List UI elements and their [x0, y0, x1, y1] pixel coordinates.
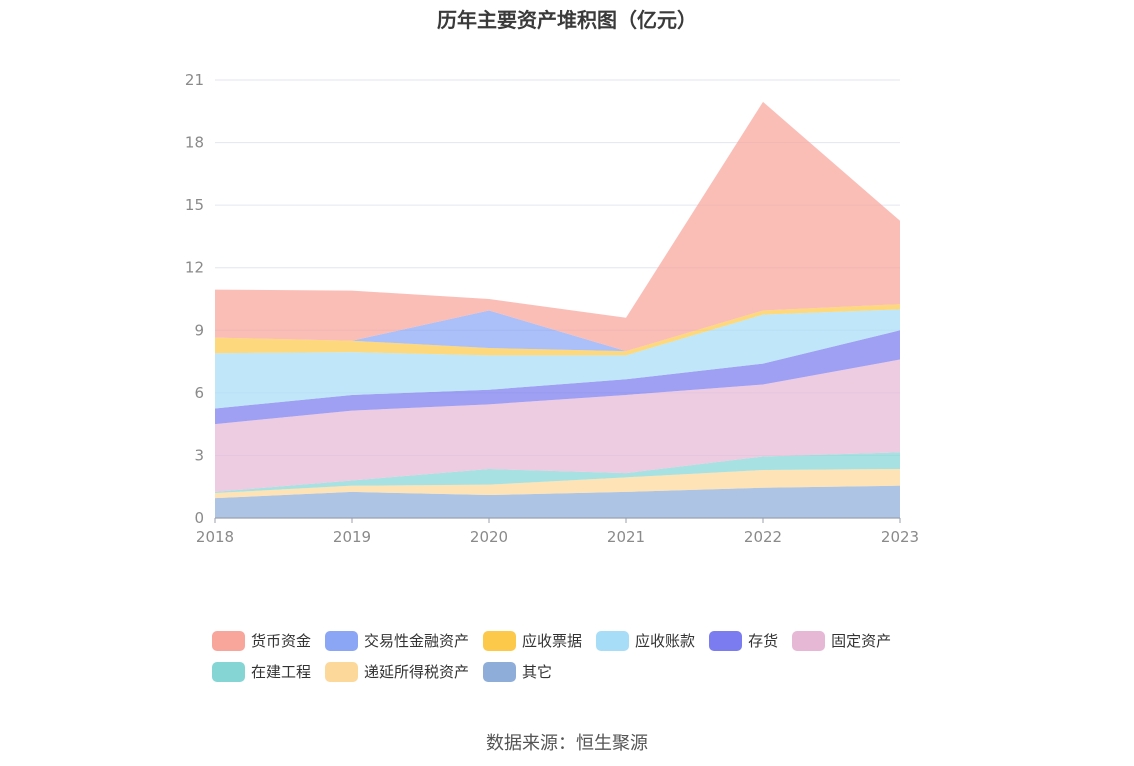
- legend-label: 应收账款: [635, 632, 696, 650]
- legend-swatch: [483, 630, 517, 651]
- y-tick-label: 3: [194, 446, 204, 464]
- area-固定资产[interactable]: [215, 359, 900, 492]
- legend-item-货币资金[interactable]: 货币资金: [212, 630, 311, 651]
- legend-swatch: [212, 630, 245, 651]
- legend-swatch: [792, 630, 826, 651]
- legend-swatch: [212, 661, 245, 682]
- stacked-area-chart: 0 3 6 9 12 15 18 21 2018 2019 2020 2021 2022 2023: [185, 71, 919, 546]
- legend-item-应收票据[interactable]: 应收票据: [483, 630, 582, 651]
- legend-item-其它[interactable]: 其它: [483, 661, 552, 682]
- legend-label: 固定资产: [831, 632, 892, 650]
- legend: 货币资金 交易性金融资产 应收票据 应收账款 存货 固定资产 在建工程 递延所得…: [212, 630, 952, 682]
- legend-swatch: [596, 630, 630, 651]
- y-tick-label: 21: [185, 71, 204, 89]
- legend-label: 应收票据: [522, 632, 583, 650]
- x-tick-label: 2023: [881, 528, 919, 546]
- legend-label: 在建工程: [251, 663, 312, 681]
- axes: 0 3 6 9 12 15 18 21 2018 2019 2020 2021 2022 2023: [185, 71, 919, 546]
- legend-label: 存货: [748, 632, 779, 650]
- x-tick-label: 2020: [470, 528, 508, 546]
- x-tick-label: 2018: [196, 528, 234, 546]
- legend-label: 其它: [522, 663, 553, 681]
- area-交易性金融资产[interactable]: [215, 304, 900, 352]
- legend-label: 递延所得税资产: [364, 663, 470, 681]
- x-tick-label: 2019: [333, 528, 371, 546]
- y-tick-label: 9: [194, 321, 204, 339]
- y-tick-label: 15: [185, 196, 204, 214]
- area-应收账款[interactable]: [215, 309, 900, 409]
- chart-title: 历年主要资产堆积图（亿元）: [437, 8, 697, 32]
- y-tick-label: 18: [185, 134, 204, 152]
- legend-swatch: [325, 661, 359, 682]
- legend-swatch: [483, 661, 517, 682]
- area-应收票据[interactable]: [215, 304, 900, 356]
- series-areas: [215, 101, 900, 518]
- y-tick-label: 12: [185, 259, 204, 277]
- legend-item-应收账款[interactable]: 应收账款: [596, 630, 695, 651]
- area-递延所得税资产[interactable]: [215, 468, 900, 499]
- legend-swatch: [709, 630, 743, 651]
- area-在建工程[interactable]: [215, 452, 900, 493]
- legend-item-在建工程[interactable]: 在建工程: [212, 661, 311, 682]
- y-tick-label: 6: [194, 384, 204, 402]
- data-source-note: 数据来源：恒生聚源: [486, 733, 648, 754]
- y-tick-label: 0: [194, 509, 204, 527]
- legend-label: 货币资金: [251, 632, 312, 650]
- legend-item-固定资产[interactable]: 固定资产: [792, 630, 891, 651]
- area-货币资金[interactable]: [215, 101, 900, 352]
- legend-item-存货[interactable]: 存货: [709, 630, 778, 651]
- legend-label: 交易性金融资产: [364, 632, 470, 650]
- area-存货[interactable]: [215, 330, 900, 425]
- legend-item-递延所得税资产[interactable]: 递延所得税资产: [325, 661, 469, 682]
- legend-swatch: [325, 630, 359, 651]
- area-其它[interactable]: [215, 485, 900, 518]
- x-tick-label: 2022: [744, 528, 782, 546]
- legend-item-交易性金融资产[interactable]: 交易性金融资产: [325, 630, 469, 651]
- x-tick-label: 2021: [607, 528, 645, 546]
